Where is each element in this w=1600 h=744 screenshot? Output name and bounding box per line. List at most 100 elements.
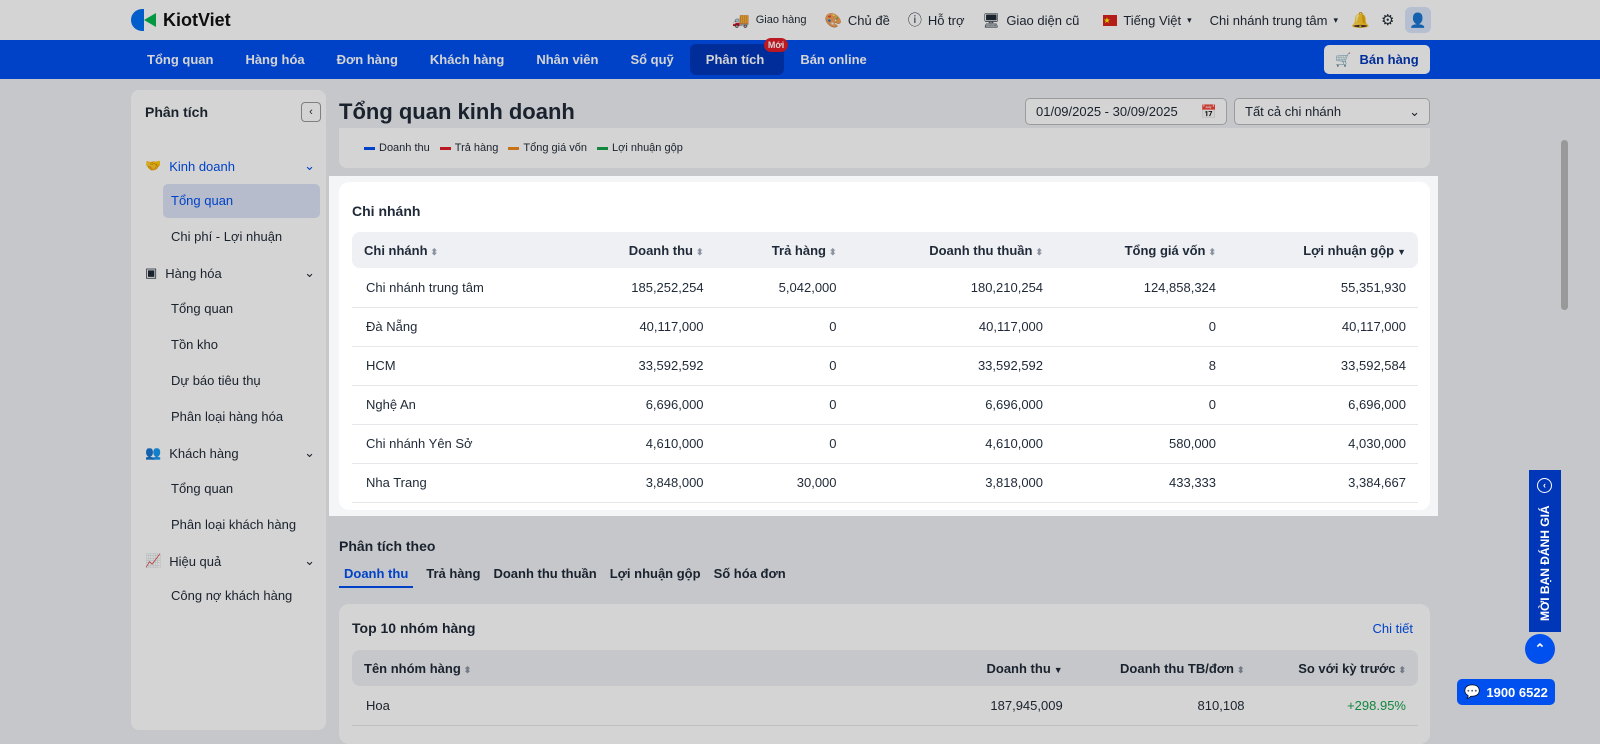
sort-icon: ⬍ [1208, 246, 1217, 257]
review-widget[interactable]: ‹ MỜI BẠN ĐÁNH GIÁ [1529, 470, 1561, 632]
table-cell: 30,000 [715, 463, 849, 503]
sidebar-group-kinh-doanh[interactable]: 🤝 Kinh doanh ⌄ [145, 158, 315, 174]
sort-desc-icon: ▼ [1053, 664, 1063, 675]
table-cell: 0 [715, 424, 849, 464]
column-header[interactable]: Doanh thu ▼ [952, 650, 1075, 686]
table-cell: 33,592,592 [848, 346, 1056, 386]
nav-khach-hang[interactable]: Khách hàng [429, 52, 505, 67]
table-cell: 810,108 [1074, 686, 1257, 726]
sidebar-item-du-bao[interactable]: Dự báo tiêu thụ [171, 373, 261, 388]
legend-item[interactable]: Lợi nhuận gộp [597, 138, 683, 158]
old-ui-link[interactable]: 🖥 Giao diện cũ [982, 11, 1080, 28]
table-row: Đà Nẵng 40,117,000 0 40,117,000 0 40,117,000 [352, 307, 1418, 347]
column-header[interactable]: Tổng giá vốn ⬍ [1055, 232, 1229, 268]
table-cell: 0 [1055, 385, 1229, 425]
gear-icon[interactable]: ⚙ [1381, 12, 1395, 29]
chart-growth-icon: 📈 [145, 553, 162, 568]
sell-button[interactable]: 🛒 Bán hàng [1324, 45, 1430, 74]
sort-desc-icon: ▼ [1397, 246, 1406, 257]
user-avatar-icon[interactable]: 👤 [1405, 7, 1431, 33]
table-row: Nghệ An 6,696,000 0 6,696,000 0 6,696,000 [352, 385, 1418, 425]
support-link[interactable]: ⓘ Hỗ trợ [907, 12, 965, 28]
table-cell: Hoa [352, 686, 952, 726]
scroll-top-button[interactable]: ⌃ [1525, 634, 1555, 664]
column-header[interactable]: Trả hàng ⬍ [715, 232, 849, 268]
branch-filter-select[interactable]: Tất cả chi nhánh ⌄ [1234, 98, 1430, 125]
top-groups-table: Tên nhóm hàng ⬍ Doanh thu ▼ Doanh thu TB/đơn… [352, 650, 1418, 726]
hotline-button[interactable]: 💬 1900 6522 [1457, 679, 1555, 705]
nav-don-hang[interactable]: Đơn hàng [336, 52, 398, 67]
scrollbar[interactable] [1561, 140, 1568, 310]
tab-so-hoa-don[interactable]: Số hóa đơn [713, 566, 786, 581]
date-range-picker[interactable]: 01/09/2025 - 30/09/2025 📅 [1025, 98, 1227, 125]
sidebar-item-kd-tong-quan[interactable]: Tổng quan [163, 184, 320, 218]
sidebar-item-kh-tong-quan[interactable]: Tổng quan [171, 481, 234, 496]
tab-doanh-thu-thuan[interactable]: Doanh thu thuần [493, 566, 597, 581]
tab-doanh-thu[interactable]: Doanh thu [339, 565, 414, 588]
sort-icon: ⬍ [1035, 246, 1044, 257]
table-cell: 55,351,930 [1228, 268, 1418, 308]
tab-loi-nhuan-gop[interactable]: Lợi nhuận gộp [609, 566, 701, 581]
table-cell: 180,210,254 [848, 268, 1056, 308]
column-header[interactable]: Doanh thu thuần ⬍ [848, 232, 1056, 268]
sidebar-item-phan-loai-kh[interactable]: Phân loại khách hàng [171, 517, 297, 532]
table-cell: 6,696,000 [567, 385, 716, 425]
chart-legend: Doanh thu Trả hàng Tổng giá vốn Lợi nhuậ… [339, 128, 1430, 168]
sidebar-item-chi-phi[interactable]: Chi phí - Lợi nhuận [171, 229, 283, 244]
kiotviet-logo-icon [131, 8, 157, 32]
delivery-link[interactable]: 🚚 Giao hàng [732, 11, 807, 28]
nav-hang-hoa[interactable]: Hàng hóa [245, 52, 305, 67]
sidebar-group-khach-hang[interactable]: 👥 Khách hàng ⌄ [145, 445, 315, 461]
table-row: Nha Trang 3,848,000 30,000 3,818,000 433,333… [352, 463, 1418, 503]
column-header[interactable]: Doanh thu ⬍ [567, 232, 716, 268]
legend-item[interactable]: Trả hàng [439, 138, 498, 158]
sidebar-group-hieu-qua[interactable]: 📈 Hiệu quả ⌄ [145, 553, 315, 569]
nav-tong-quan[interactable]: Tổng quan [147, 52, 214, 67]
sidebar-title: Phân tích [145, 104, 209, 120]
table-cell: 40,117,000 [1228, 307, 1418, 347]
chevron-left-circle-icon: ‹ [1537, 478, 1552, 493]
nav-nhan-vien[interactable]: Nhân viên [536, 52, 599, 67]
sort-icon: ⬍ [1398, 664, 1406, 675]
branch-select[interactable]: Chi nhánh trung tâm ▾ [1209, 12, 1338, 28]
chevron-down-icon: ▾ [1187, 14, 1192, 25]
tab-tra-hang[interactable]: Trả hàng [426, 566, 481, 581]
bell-icon[interactable]: 🔔 [1351, 12, 1370, 29]
column-header[interactable]: Tên nhóm hàng ⬍ [352, 650, 952, 686]
logo[interactable]: KiotViet [131, 8, 231, 32]
analysis-title: Phân tích theo [339, 538, 436, 554]
legend-item[interactable]: Tổng giá vốn [508, 138, 587, 158]
legend-item[interactable]: Doanh thu [364, 138, 430, 158]
collapse-sidebar-button[interactable]: ‹ [301, 102, 321, 122]
sidebar-item-phan-loai-hh[interactable]: Phân loại hàng hóa [171, 409, 284, 424]
sidebar-item-cong-no[interactable]: Công nợ khách hàng [171, 588, 293, 603]
palette-icon: 🎨 [824, 11, 842, 28]
table-cell: 4,610,000 [567, 424, 716, 464]
sidebar-group-hang-hoa[interactable]: ▣ Hàng hóa ⌄ [145, 265, 315, 281]
sort-icon: ⬍ [696, 246, 704, 257]
sidebar-item-ton-kho[interactable]: Tồn kho [171, 337, 218, 352]
cart-icon: 🛒 [1335, 51, 1352, 67]
chevron-down-icon: ⌄ [304, 158, 315, 173]
top-bar: KiotViet 🚚 Giao hàng 🎨 Chủ đề ⓘ Hỗ trợ 🖥 Gia… [0, 0, 1600, 40]
theme-link[interactable]: 🎨 Chủ đề [824, 11, 890, 28]
table-cell: Đà Nẵng [352, 307, 568, 347]
column-header[interactable]: Lợi nhuận gộp ▼ [1228, 232, 1418, 268]
column-header[interactable]: Chi nhánh ⬍ [352, 232, 568, 268]
page-title: Tổng quan kinh doanh [339, 99, 575, 124]
nav-phan-tich[interactable]: Phân tích Mới [689, 38, 789, 75]
sidebar-item-hh-tong-quan[interactable]: Tổng quan [171, 301, 234, 316]
table-row: Chi nhánh Yên Sở 4,610,000 0 4,610,000 580,0… [352, 424, 1418, 464]
branch-table: Chi nhánh ⬍ Doanh thu ⬍ Trả hàng ⬍ Doanh thu t… [352, 232, 1418, 503]
chevron-down-icon: ⌄ [304, 553, 315, 568]
sidebar: Phân tích ‹ 🤝 Kinh doanh ⌄ Tổng quan Chi p… [131, 90, 326, 730]
column-header[interactable]: So với kỳ trước ⬍ [1256, 650, 1418, 686]
nav-ban-online[interactable]: Bán online [800, 52, 867, 67]
chevron-down-icon: ▾ [1333, 14, 1338, 25]
table-cell: HCM [352, 346, 568, 386]
detail-link[interactable]: Chi tiết [1372, 621, 1413, 636]
nav-so-quy[interactable]: Sổ quỹ [630, 52, 674, 67]
table-cell: Chi nhánh trung tâm [352, 268, 568, 308]
language-select[interactable]: ★ Tiếng Việt ▾ [1103, 12, 1192, 28]
column-header[interactable]: Doanh thu TB/đơn ⬍ [1074, 650, 1257, 686]
